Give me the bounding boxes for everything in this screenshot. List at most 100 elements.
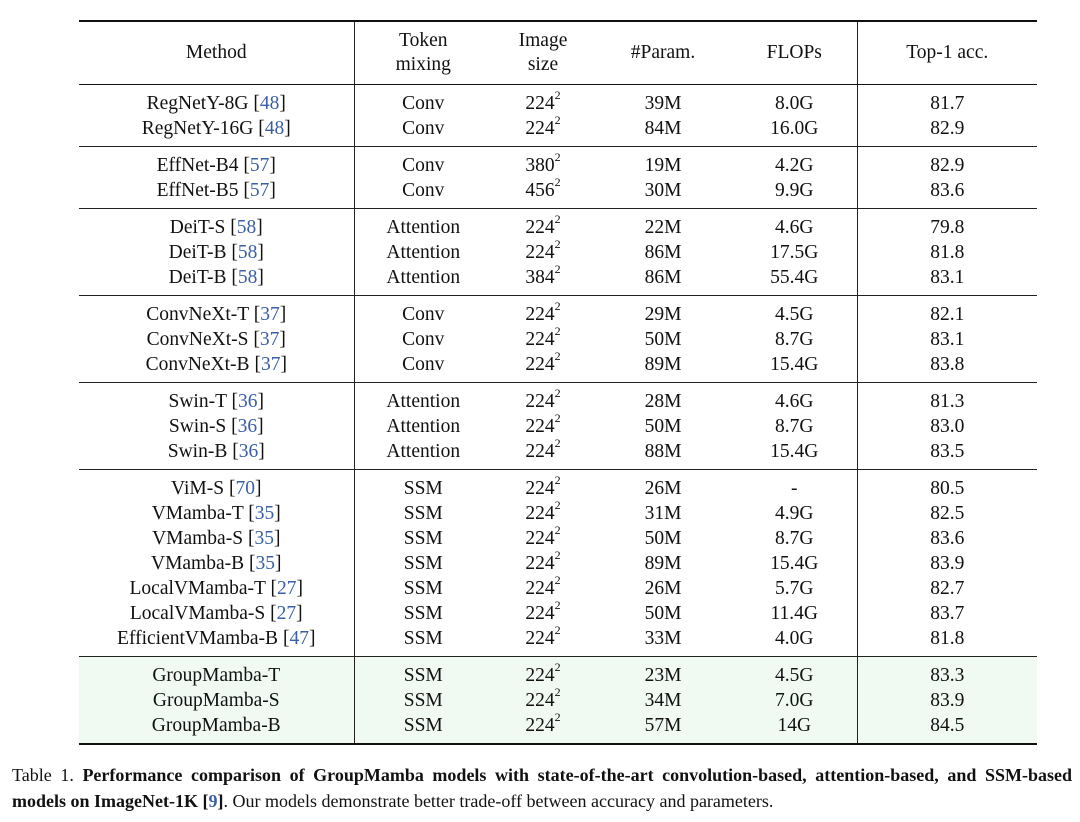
method-name: Swin-B <box>167 441 228 462</box>
table-row: GroupMamba-S SSM 2242 34M 7.0G 83.9 <box>79 686 1037 713</box>
table-row: ConvNeXt-B [37] Conv 2242 89M 15.4G 83.8 <box>79 348 1037 383</box>
cell-flops: 17.5G <box>732 240 858 265</box>
table-group: DeiT-S [58] Attention 2242 22M 4.6G 79.8 DeiT-… <box>79 208 1037 296</box>
cell-params: 50M <box>644 528 682 549</box>
cell-top1-acc: 80.5 <box>930 478 965 499</box>
cell-top1-acc: 83.5 <box>930 441 965 462</box>
caption-label: Table 1. <box>12 765 74 785</box>
method-name: VMamba-T <box>151 503 244 524</box>
results-table-container: Method Token mixing Image size #Param. FLO… <box>79 20 1037 745</box>
image-size-exponent: 2 <box>554 497 561 512</box>
cell-params: 50M <box>644 603 682 624</box>
method-name: EfficientVMamba-B <box>117 628 279 649</box>
cell-image-size: 4562 <box>492 176 594 209</box>
cell-method: LocalVMamba-T [27] <box>79 576 355 601</box>
cell-token-mixing: SSM <box>403 603 443 624</box>
cell-method: EffNet-B5 [57] <box>79 178 355 209</box>
method-name: DeiT-B <box>168 242 227 263</box>
citation-link[interactable]: 48 <box>259 93 280 114</box>
citation-link[interactable]: 37 <box>260 354 281 375</box>
cell-flops: 9.9G <box>732 178 858 209</box>
citation-link[interactable]: 37 <box>260 304 280 325</box>
cell-method: GroupMamba-S <box>79 688 355 713</box>
image-size-value: 224 <box>525 690 555 711</box>
cell-token-mixing: SSM <box>403 628 443 649</box>
table-group: ConvNeXt-T [37] Conv 2242 29M 4.5G 82.1 ConvNe… <box>79 295 1037 383</box>
method-name: RegNetY-16G <box>141 118 254 139</box>
cell-image-size: 2242 <box>492 412 594 439</box>
table-group: Swin-T [36] Attention 2242 28M 4.6G 81.3 Swin-… <box>79 382 1037 470</box>
cell-token-mixing: Attention <box>386 391 461 412</box>
image-size-value: 224 <box>525 478 555 499</box>
cell-top1-acc: 83.1 <box>930 329 965 350</box>
image-size-value: 380 <box>525 155 555 176</box>
citation-link[interactable]: 47 <box>289 628 309 649</box>
table-row: GroupMamba-T SSM 2242 23M 4.5G 83.3 <box>79 656 1037 688</box>
cell-method: RegNetY-16G [48] <box>79 116 355 147</box>
cell-method: EffNet-B4 [57] <box>79 146 355 178</box>
citation-link[interactable]: 70 <box>235 478 255 499</box>
cell-image-size: 2242 <box>492 238 594 265</box>
cell-top1-acc: 83.1 <box>930 267 965 288</box>
caption-citation[interactable]: 9 <box>208 791 218 811</box>
citation-link[interactable]: 27 <box>276 603 297 624</box>
image-size-exponent: 2 <box>554 323 561 338</box>
cell-token-mixing: SSM <box>403 503 443 524</box>
cell-method: VMamba-S [35] <box>79 526 355 551</box>
cell-top1-acc: 83.0 <box>930 416 965 437</box>
citation-link[interactable]: 35 <box>254 528 274 549</box>
citation-link[interactable]: 36 <box>238 391 258 412</box>
method-name: EffNet-B4 <box>156 155 239 176</box>
citation-link[interactable]: 58 <box>236 217 257 238</box>
cell-flops: 15.4G <box>732 551 858 576</box>
citation-link[interactable]: 37 <box>259 329 280 350</box>
cell-image-size: 2242 <box>492 497 594 526</box>
table-row: VMamba-T [35] SSM 2242 31M 4.9G 82.5 <box>79 497 1037 526</box>
image-size-exponent: 2 <box>554 298 561 313</box>
cell-token-mixing: Conv <box>402 329 445 350</box>
method-name: VMamba-S <box>152 528 244 549</box>
cell-token-mixing: SSM <box>354 656 492 688</box>
citation-link[interactable]: 36 <box>237 416 258 437</box>
cell-image-size: 2242 <box>492 686 594 713</box>
cell-flops: 7.0G <box>732 688 858 713</box>
citation-link[interactable]: 58 <box>237 242 258 263</box>
cell-params: 89M <box>644 354 682 375</box>
table-row: DeiT-B [58] Attention 3842 86M 55.4G 83.1 <box>79 263 1037 296</box>
image-size-exponent: 2 <box>554 435 561 450</box>
citation-link[interactable]: 57 <box>249 155 270 176</box>
image-size-exponent: 2 <box>554 709 561 724</box>
image-size-value: 224 <box>525 628 555 649</box>
cell-image-size: 2242 <box>492 435 594 470</box>
method-name: LocalVMamba-T <box>129 578 266 599</box>
cell-params: 33M <box>644 628 682 649</box>
table-row: LocalVMamba-T [27] SSM 2242 26M 5.7G 82.7 <box>79 574 1037 601</box>
header-params: #Param. <box>594 20 732 85</box>
cell-flops: 14G <box>732 713 858 744</box>
cell-image-size: 2242 <box>492 470 594 502</box>
table-row: Swin-S [36] Attention 2242 50M 8.7G 83.0 <box>79 412 1037 439</box>
citation-link[interactable]: 36 <box>238 441 259 462</box>
cell-token-mixing: Conv <box>402 118 445 139</box>
cell-token-mixing: SSM <box>403 578 443 599</box>
citation-link[interactable]: 48 <box>264 118 285 139</box>
cell-top1-acc: 83.3 <box>857 656 1037 688</box>
cell-image-size: 2242 <box>492 296 594 328</box>
image-size-value: 224 <box>525 391 555 412</box>
image-size-exponent: 2 <box>554 348 561 363</box>
citation-link[interactable]: 57 <box>249 180 270 201</box>
cell-method: RegNetY-8G [48] <box>79 84 355 116</box>
citation-link[interactable]: 27 <box>276 578 297 599</box>
citation-link[interactable]: 58 <box>237 267 258 288</box>
cell-image-size: 3802 <box>492 147 594 179</box>
cell-token-mixing: Conv <box>402 304 445 325</box>
image-size-exponent: 2 <box>554 211 561 226</box>
table-caption: Table 1. Performance comparison of Group… <box>12 765 1073 811</box>
image-size-value: 224 <box>525 329 555 350</box>
header-image-size: Image size <box>492 20 594 85</box>
citation-link[interactable]: 35 <box>254 503 275 524</box>
cell-top1-acc: 83.9 <box>930 553 965 574</box>
cell-flops: 4.0G <box>732 626 858 657</box>
citation-link[interactable]: 35 <box>255 553 276 574</box>
cell-top1-acc: 81.7 <box>930 93 965 114</box>
